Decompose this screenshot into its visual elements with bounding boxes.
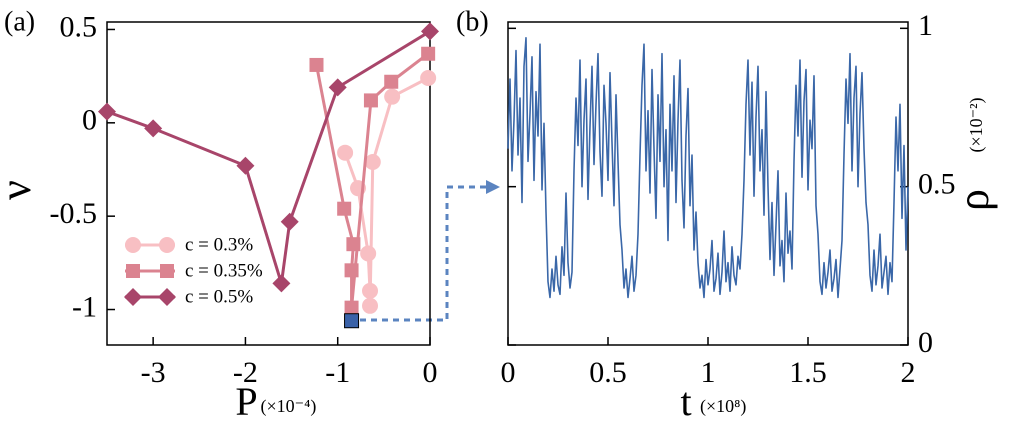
x-tick-label: 0 (423, 356, 438, 389)
connector-arrow (360, 185, 488, 322)
data-point (364, 154, 381, 171)
data-point (421, 46, 436, 61)
data-point (280, 212, 299, 231)
data-point (337, 144, 354, 161)
data-point (309, 57, 324, 72)
data-point (236, 156, 255, 175)
data-point (421, 22, 439, 41)
x-axis-unit: (×10⁸) (700, 396, 746, 417)
legend-marker (159, 237, 175, 253)
data-point (144, 119, 163, 138)
data-point (337, 201, 352, 216)
data-point (272, 274, 291, 293)
data-point (328, 78, 347, 97)
x-axis-unit: (×10⁻⁴) (261, 396, 317, 417)
legend-marker (125, 237, 141, 253)
legend-marker (124, 288, 142, 306)
data-point (384, 74, 399, 89)
y-axis-label: ν (0, 180, 40, 200)
y-tick-label: 0 (918, 326, 933, 359)
y-tick-label: 1 (918, 9, 933, 42)
legend-label: c = 0.5% (185, 286, 253, 307)
data-point (344, 263, 359, 278)
x-axis-label: t (680, 379, 691, 424)
x-tick-label: 2 (901, 356, 916, 389)
x-tick-label: -3 (141, 356, 166, 389)
x-tick-label: 0 (501, 356, 516, 389)
panel-label: (b) (456, 6, 489, 37)
y-tick-label: -1 (72, 290, 97, 323)
plot-frame (106, 21, 431, 346)
data-point (98, 102, 116, 121)
data-point (362, 297, 379, 314)
x-tick-label: 0.5 (589, 356, 627, 389)
x-tick-label: -1 (325, 356, 350, 389)
y-tick-label: -0.5 (50, 197, 98, 230)
data-point (344, 300, 359, 315)
legend-marker (160, 264, 174, 278)
data-point (360, 245, 377, 262)
y-tick-label: 0 (82, 104, 97, 137)
arrow-head (486, 180, 500, 194)
data-point (362, 282, 379, 299)
legend-label: c = 0.35% (185, 260, 263, 281)
y-tick-label: 0.5 (60, 10, 98, 43)
legend-label: c = 0.3% (185, 234, 253, 255)
data-point (346, 237, 361, 252)
series-line (507, 37, 909, 299)
legend-marker (126, 264, 140, 278)
x-tick-label: 1.5 (789, 356, 827, 389)
x-tick-label: 1 (701, 356, 716, 389)
y-axis-unit: (×10⁻²) (966, 97, 987, 152)
plot-frame (507, 21, 909, 346)
x-tick-label: -2 (233, 356, 258, 389)
data-point (363, 93, 378, 108)
legend-marker (158, 288, 176, 306)
x-axis-label: P (235, 379, 257, 424)
y-tick-label: 0.5 (918, 168, 956, 201)
panel-label: (a) (4, 6, 35, 37)
data-point (420, 70, 437, 87)
y-axis-label: ρ (949, 189, 998, 211)
highlight-point (344, 313, 360, 329)
data-point (384, 88, 401, 105)
